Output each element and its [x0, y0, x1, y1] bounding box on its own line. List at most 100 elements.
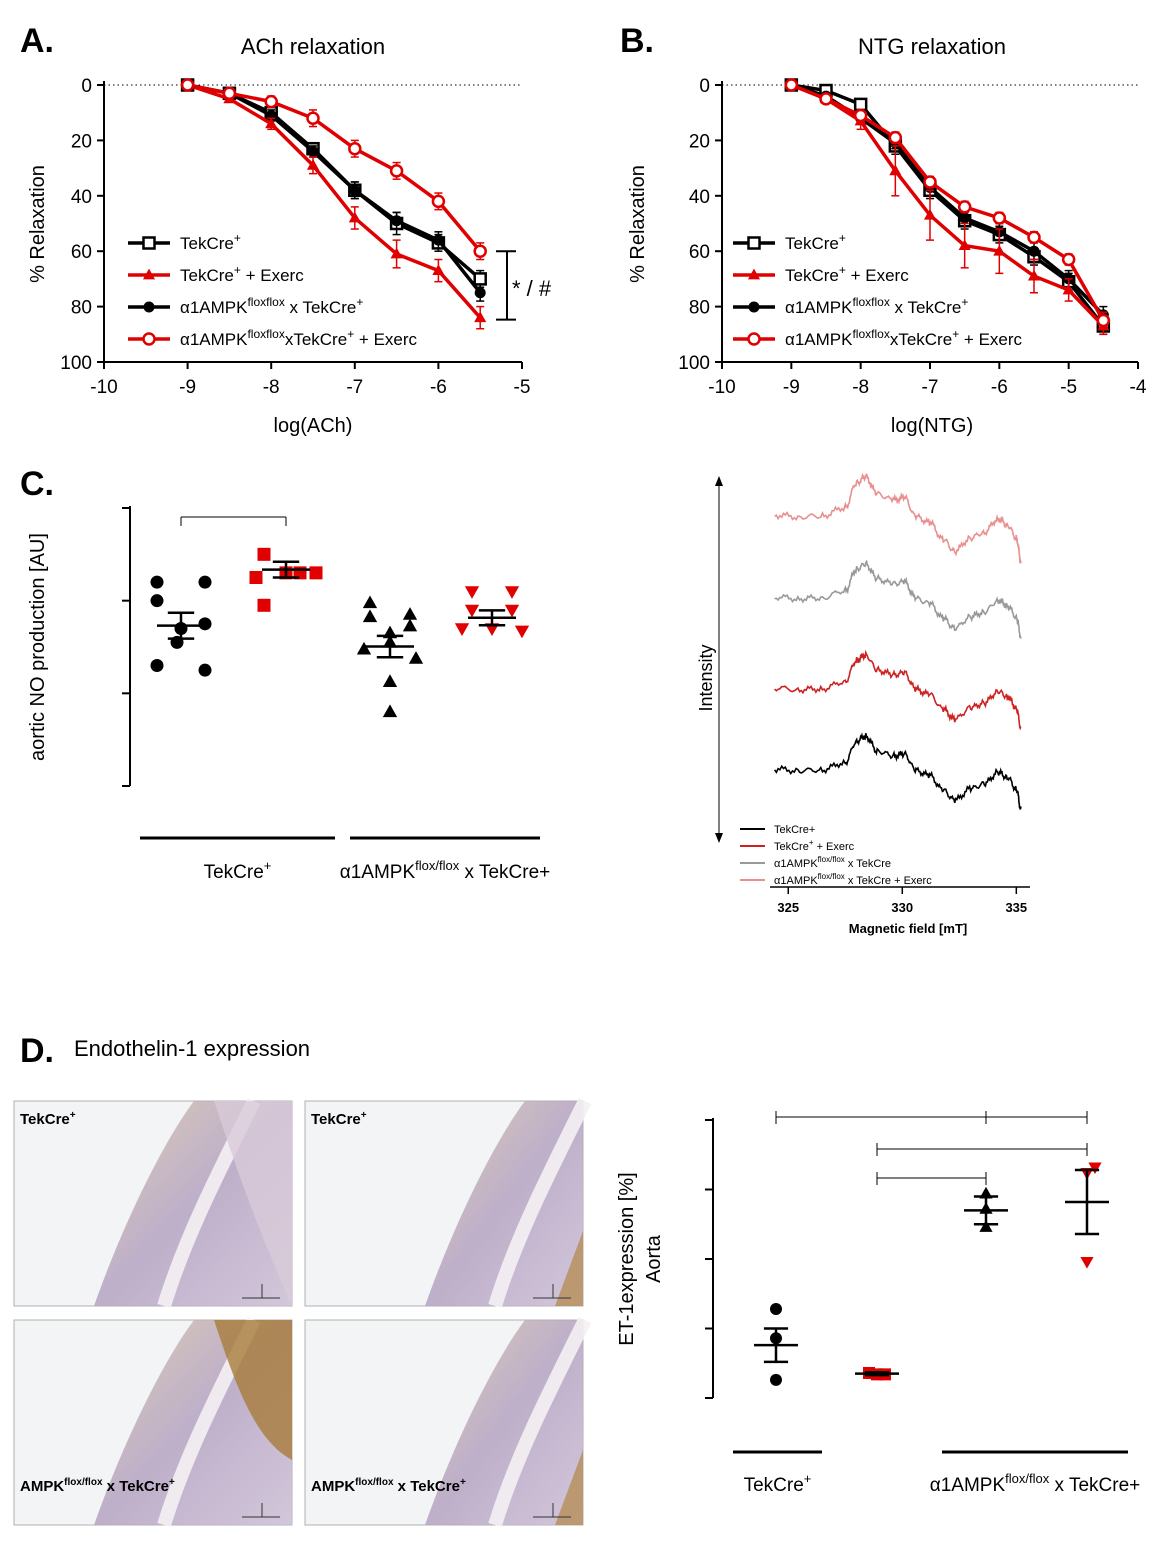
legend-superscript: flox/flox	[818, 855, 845, 864]
data-point	[1080, 1256, 1094, 1269]
legend-marker	[142, 236, 156, 250]
legend-text: α1AMPK	[774, 875, 818, 887]
legend-text: x TekCre + Exerc	[845, 875, 932, 887]
chart-title: ACh relaxation	[241, 34, 385, 59]
data-point	[1061, 252, 1076, 267]
micrograph-2: TekCre+	[304, 1097, 592, 1309]
legend-entry: TekCre+	[180, 231, 241, 253]
panel-label-c: C.	[20, 465, 54, 503]
legend-entry: α1AMPKfloxflox x TekCre+	[785, 295, 968, 317]
data-point	[391, 215, 403, 227]
group-label: TekCre+	[744, 1471, 812, 1496]
data-point	[504, 586, 520, 599]
data-point	[180, 78, 195, 92]
micrograph-label: AMPKflox/flox x TekCre+	[20, 1477, 175, 1495]
tissue-gap	[488, 1097, 592, 1309]
x-tick-label: -6	[991, 377, 1008, 398]
y-tick-label: 80	[71, 298, 92, 319]
y-tick-label: 60	[689, 242, 710, 263]
data-point	[473, 244, 487, 258]
micrograph-label-superscript: flox/flox	[355, 1477, 394, 1488]
data-point	[770, 1303, 782, 1316]
micrograph-label-text: x TekCre	[394, 1478, 460, 1495]
data-point	[362, 595, 378, 609]
legend-superscript: floxflox	[247, 327, 284, 341]
data-point	[979, 1220, 993, 1232]
significance-annotation: * / #	[512, 276, 552, 301]
legend-superscript: +	[809, 838, 814, 847]
legend-marker	[142, 268, 156, 280]
series-square	[855, 1366, 899, 1381]
legend-superscript: flox/flox	[818, 872, 845, 881]
group-label: α1AMPKflox/flox x TekCre+	[340, 858, 550, 883]
group-label-text: TekCre	[204, 862, 264, 883]
micrograph-label: TekCre+	[20, 1110, 76, 1128]
data-point	[264, 94, 278, 109]
series-line	[187, 83, 482, 294]
data-point	[222, 86, 237, 101]
group-label-superscript: flox/flox	[1005, 1471, 1050, 1486]
data-point	[432, 234, 444, 246]
legend-marker	[142, 332, 156, 346]
y-axis-label: aortic NO production [AU]	[27, 533, 49, 761]
legend-superscript: floxflox	[247, 295, 284, 309]
micrograph-label-superscript: +	[169, 1477, 175, 1488]
group-label: α1AMPKflox/flox x TekCre+	[930, 1471, 1140, 1496]
micrograph-1: TekCre+	[13, 1097, 293, 1309]
panel-d-title: Endothelin-1 expression	[74, 1036, 310, 1061]
legend-entry: TekCre+ + Exerc	[785, 263, 909, 285]
tissue-wall	[425, 1320, 583, 1525]
legend-text: TekCre+	[774, 824, 815, 836]
data-point	[959, 212, 971, 224]
data-point	[362, 609, 378, 623]
epr-spectrum-trace	[774, 472, 1022, 565]
series-triangle-down	[454, 586, 530, 639]
data-point	[1027, 230, 1041, 245]
data-point	[1088, 1162, 1102, 1175]
x-tick-label: -10	[90, 377, 117, 398]
data-point	[993, 244, 1006, 256]
data-point	[306, 159, 320, 170]
x-tick-label: 330	[891, 900, 913, 915]
y-axis-label: % Relaxation	[27, 165, 49, 283]
adipose-tissue	[555, 1231, 583, 1306]
y-tick-label: 60	[71, 242, 92, 263]
y-axis-label: Intensity	[696, 644, 716, 711]
legend-superscript: +	[347, 327, 354, 341]
data-point	[349, 184, 361, 196]
epr-spectrum-trace	[774, 559, 1022, 639]
panel-label-a: A.	[20, 22, 54, 60]
data-point	[356, 641, 372, 655]
x-tick-label: -8	[263, 377, 280, 398]
legend-superscript: +	[356, 295, 363, 309]
micrograph-label-text: TekCre	[20, 1111, 70, 1128]
series-line	[790, 83, 1105, 328]
x-tick-label: 335	[1005, 900, 1027, 915]
data-point	[1062, 283, 1075, 295]
micrograph-4: AMPKflox/flox x TekCre+	[304, 1316, 592, 1528]
micrograph-label-superscript: +	[361, 1110, 367, 1121]
legend-text: TekCre	[180, 234, 234, 253]
y-tick-label: 100	[678, 353, 710, 374]
tissue-gap	[488, 1316, 592, 1528]
data-point	[390, 247, 403, 259]
adipose-tissue	[214, 1101, 292, 1306]
tissue-wall	[425, 1101, 583, 1306]
data-point	[923, 208, 937, 220]
micrograph-label-superscript: flox/flox	[64, 1477, 103, 1488]
chart-epr-spectra: Intensity Magnetic field [mT] 325 330 335 T…	[696, 472, 1030, 936]
legend-text: + Exerc	[354, 330, 417, 349]
legend-text: xTekCre	[890, 330, 952, 349]
legend-entry: TekCre+ + Exerc	[180, 263, 304, 285]
x-tick-label: -6	[430, 377, 447, 398]
legend-entry: TekCre+ + Exerc	[774, 838, 855, 853]
data-point	[257, 598, 271, 612]
series-triangle-filled	[181, 78, 487, 330]
y-tick-label: 80	[689, 298, 710, 319]
y-axis-label: % Relaxation	[627, 165, 649, 283]
legend-text: TekCre	[774, 841, 809, 853]
group-label-superscript: +	[804, 1471, 812, 1486]
series-square	[249, 547, 323, 612]
micrograph-label-text: AMPK	[20, 1478, 64, 1495]
data-point	[198, 663, 212, 677]
